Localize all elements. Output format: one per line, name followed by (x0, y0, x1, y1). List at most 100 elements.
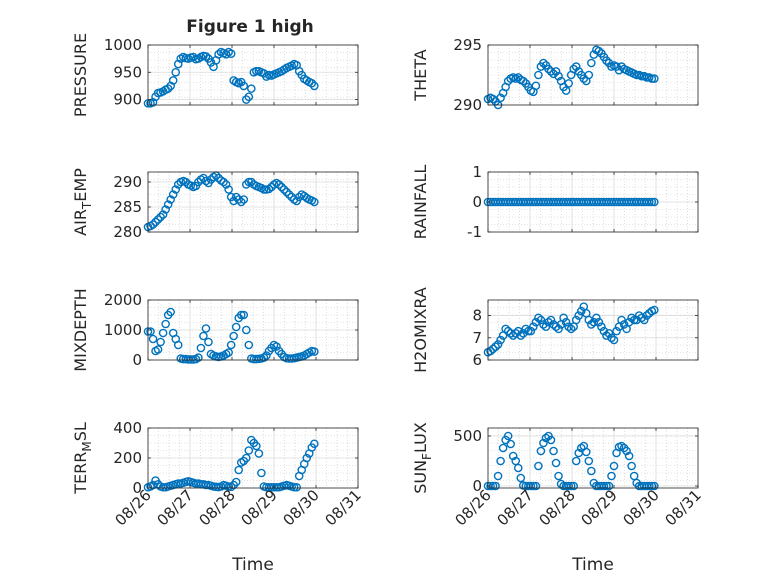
data-point (186, 355, 196, 364)
data-point (571, 456, 581, 466)
data-point (576, 306, 586, 316)
data-point (158, 328, 168, 338)
x-tick-label: 08/29 (238, 486, 281, 529)
data-point (549, 69, 558, 79)
data-point (544, 317, 553, 327)
x-tick-label: 08/27 (494, 486, 537, 529)
data-point (239, 195, 249, 204)
data-point (257, 468, 266, 478)
data-point (236, 197, 246, 207)
data-point (647, 481, 657, 491)
axes-box (147, 171, 359, 233)
data-point (529, 322, 538, 331)
y-tick-label: 0 (472, 477, 482, 495)
data-point (496, 456, 505, 466)
data-point (156, 212, 165, 222)
data-point (599, 481, 609, 491)
ticks (487, 300, 699, 361)
data-point (161, 319, 170, 329)
data-point (639, 315, 649, 325)
y-tick-label: 1 (472, 163, 482, 181)
axes-box (487, 427, 699, 489)
data-point (594, 317, 604, 327)
data-point (234, 465, 244, 475)
data-point (587, 320, 596, 329)
axes-box (487, 299, 699, 361)
data-point (513, 326, 523, 336)
axes-pressure: 900 950 1000 PRESSURE (71, 33, 359, 117)
y-axis-label: SUNFLUX (411, 422, 434, 494)
data-point (534, 70, 543, 80)
data-point (239, 310, 249, 320)
y-tick-label: 1000 (104, 36, 142, 54)
data-point (259, 185, 269, 194)
data-point (561, 317, 571, 327)
data-point (544, 64, 553, 74)
data-point (534, 313, 543, 323)
data-point (549, 446, 558, 456)
ticks (147, 427, 359, 489)
data-point (536, 315, 546, 325)
ticks (487, 44, 699, 106)
axes-box (147, 44, 359, 106)
data-point (546, 67, 556, 76)
data-point (587, 58, 596, 68)
data-point (201, 52, 211, 61)
data-point (564, 322, 573, 331)
data-point (201, 324, 211, 333)
data-point (199, 331, 208, 341)
data-point (244, 446, 254, 455)
data-point (531, 481, 541, 491)
data-points (483, 431, 659, 491)
axes-air-temp: 280 285 290 AIRTEMP (71, 168, 359, 241)
data-point (224, 185, 233, 194)
y-tick-label: 0 (472, 193, 482, 211)
data-point (624, 451, 634, 461)
data-point (650, 74, 659, 83)
x-tick-label: 08/31 (662, 486, 705, 529)
data-point (241, 325, 251, 335)
data-point (637, 313, 647, 323)
data-point (508, 451, 518, 461)
data-point (219, 177, 228, 187)
axes-terr-msl: 0200400TERRMSL08/2608/2708/2808/2908/300… (71, 419, 365, 575)
data-point (612, 326, 621, 336)
x-tick-label: 08/29 (578, 486, 621, 529)
data-point (561, 86, 571, 95)
data-point (650, 197, 659, 207)
data-point (264, 184, 274, 194)
data-point (156, 337, 165, 347)
data-points (143, 307, 319, 364)
data-point (589, 317, 599, 327)
grid (487, 299, 699, 361)
data-point (262, 351, 271, 360)
data-point (310, 81, 319, 91)
data-point (617, 315, 626, 325)
data-point (506, 329, 515, 338)
data-point (224, 348, 233, 357)
data-point (602, 56, 611, 65)
data-point (607, 333, 616, 343)
data-point (166, 195, 175, 204)
data-point (541, 322, 551, 331)
data-point (241, 453, 251, 463)
data-point (564, 79, 573, 88)
data-point (604, 481, 614, 491)
data-point (592, 313, 601, 323)
data-point (168, 76, 178, 85)
data-point (274, 180, 284, 189)
data-point (617, 441, 626, 451)
data-point (551, 322, 561, 331)
data-point (221, 49, 231, 59)
data-point (609, 335, 619, 345)
data-point (206, 58, 216, 67)
data-point (166, 307, 175, 317)
data-point (559, 313, 568, 323)
data-point (574, 311, 584, 320)
data-point (226, 340, 236, 350)
data-point (554, 71, 563, 81)
y-tick-label: 7 (472, 329, 482, 347)
data-point (503, 431, 513, 441)
data-point (539, 58, 548, 68)
